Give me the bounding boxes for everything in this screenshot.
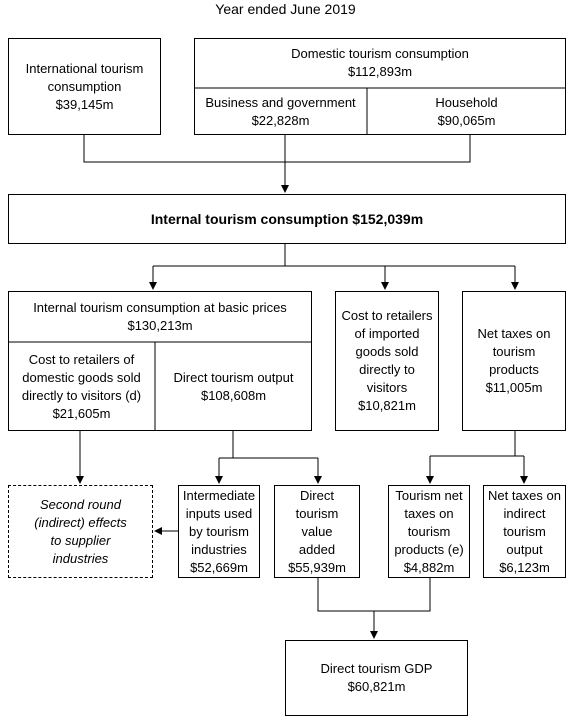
gdp-box xyxy=(285,640,468,716)
business-government-label: Business and government $22,828m xyxy=(205,94,356,128)
intermediate-inputs-box xyxy=(178,485,260,578)
value-added-box xyxy=(274,485,360,578)
net-taxes-label: Net taxes on tourism products $11,005m xyxy=(477,326,551,395)
international-tourism-box xyxy=(8,38,161,135)
intermediate-inputs-label: Intermediate inputs used by tourism indu… xyxy=(182,487,256,575)
second-round-box xyxy=(8,485,153,578)
basic-prices-box xyxy=(8,291,312,431)
domestic-tourism-label: Domestic tourism consumption $112,893m xyxy=(291,46,469,79)
net-taxes-products-label: Tourism net taxes on tourism products (e… xyxy=(394,487,464,575)
retail-imported-box xyxy=(335,291,439,431)
net-taxes-box xyxy=(462,291,566,431)
net-taxes-output-box xyxy=(483,485,566,578)
diagram-title: Year ended June 2019 xyxy=(215,1,356,17)
retail-imported-label: Cost to retailers of imported goods sold… xyxy=(341,308,433,413)
net-taxes-products-box xyxy=(388,485,470,578)
second-round-label: Second round (indirect) effects to suppl… xyxy=(34,496,127,566)
retail-domestic-label: Cost to retailers of domestic goods sold… xyxy=(21,351,142,421)
basic-prices-label: Internal tourism consumption at basic pr… xyxy=(33,299,287,333)
internal-tourism-label: Internal tourism consumption $152,039m xyxy=(150,211,424,227)
domestic-tourism-box xyxy=(194,38,566,135)
internal-tourism-box xyxy=(8,194,566,244)
net-taxes-output-label: Net taxes on indirect tourism output $6,… xyxy=(488,487,561,575)
direct-output-label: Direct tourism output $108,608m xyxy=(173,369,294,403)
international-tourism-label: International tourism consumption $39,14… xyxy=(25,60,144,112)
household-label: Household $90,065m xyxy=(435,94,498,128)
value-added-label: Direct tourism value added $55,939m xyxy=(288,487,346,575)
gdp-label: Direct tourism GDP $60,821m xyxy=(320,661,433,694)
